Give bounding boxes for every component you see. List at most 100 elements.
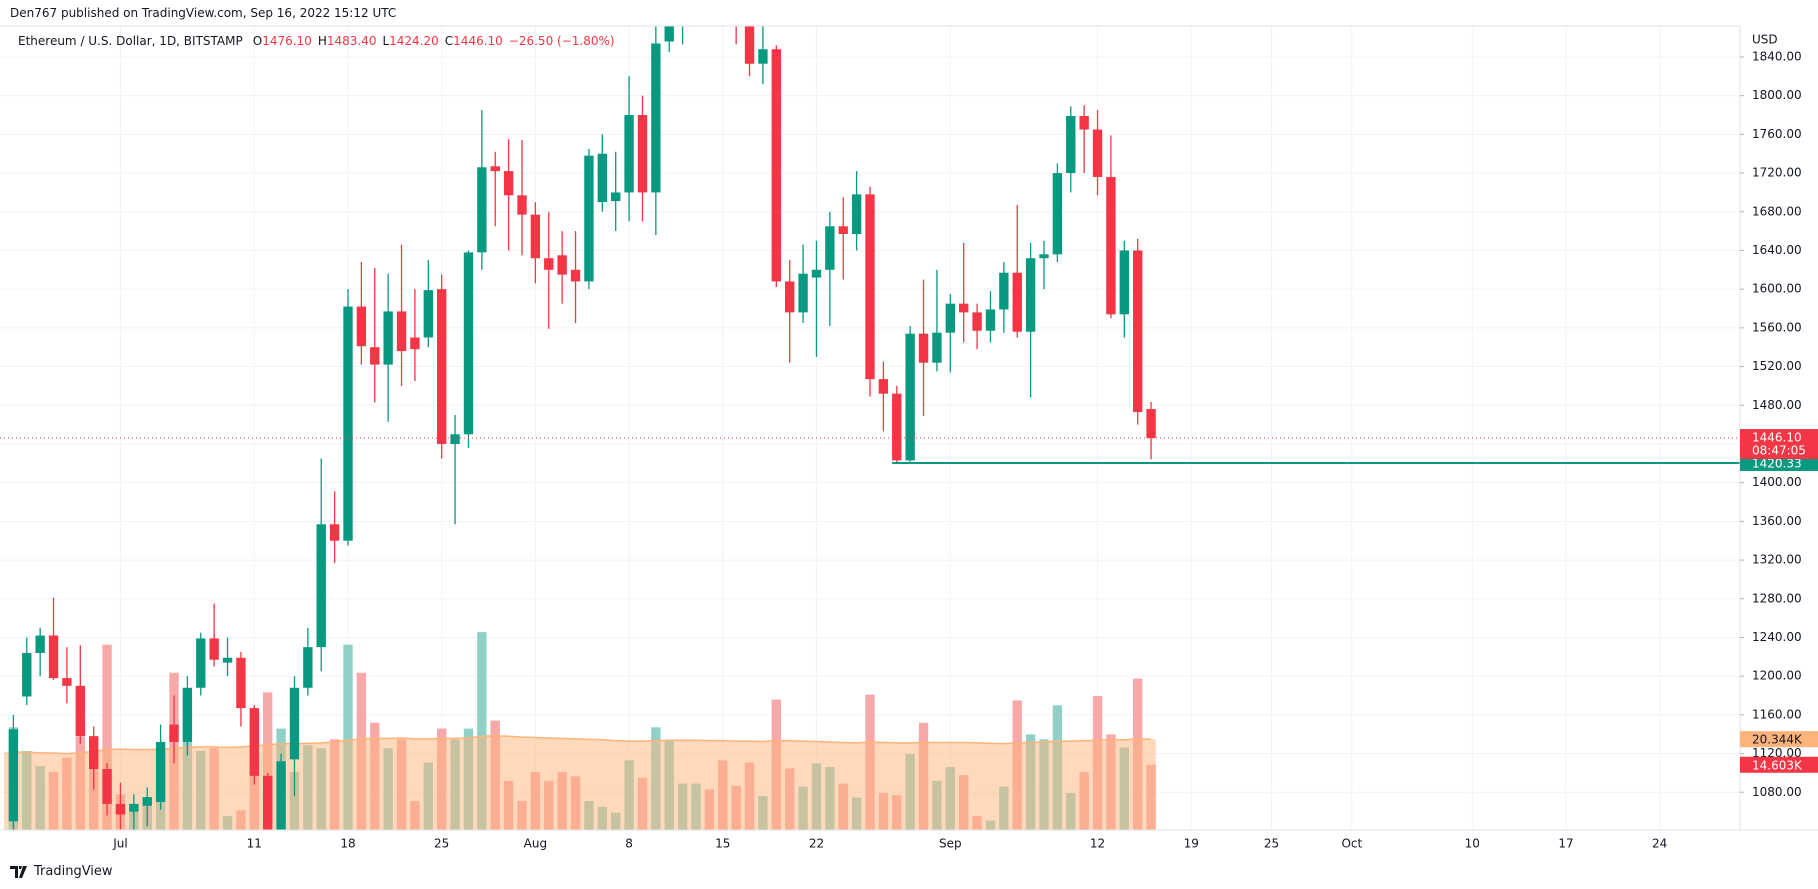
legend-prefix: O [252,34,263,48]
legend-prefix: L [382,34,390,48]
y-tick-label: 1200.00 [1752,669,1802,683]
x-tick-label: 24 [1652,837,1667,851]
y-tick-label: 1360.00 [1752,514,1802,528]
candle-body [637,115,648,193]
x-tick-label: 18 [340,837,355,851]
candle-body [343,306,353,541]
y-tick-label: 1720.00 [1752,166,1802,180]
candle-body [1066,115,1076,174]
y-tick-label: 1600.00 [1752,282,1802,296]
legend-prefix: C [444,34,454,48]
candle-body [1146,409,1156,439]
y-tick-label: 1160.00 [1752,707,1802,721]
candle-body [129,803,139,812]
candle-body [62,678,72,686]
candle-body [370,347,380,365]
y-tick-label: 1680.00 [1752,204,1802,218]
candle-body [289,687,300,760]
x-tick-label: 15 [715,837,730,851]
candle-body [22,652,32,697]
candle-body [316,524,326,648]
candle-body [1039,254,1049,259]
candle-body [1092,129,1103,177]
candle-body [35,635,45,653]
candle-body [155,741,166,802]
candle-body [102,769,112,804]
candle-body [905,333,915,461]
volume-bar [477,632,487,830]
y-tick-label: 1520.00 [1752,359,1802,373]
candle-body [544,258,554,270]
candle-body [584,155,594,282]
y-tick-label: 1240.00 [1752,630,1802,644]
candle-body [356,306,367,347]
candle-body [8,729,19,822]
candle-body [1025,258,1036,332]
candle-body [972,312,982,331]
volume-label: 20.344K [1752,733,1803,747]
candle-body [222,657,233,663]
y-tick-label: 1080.00 [1752,785,1802,799]
candle-body [624,115,634,193]
candle-body [918,333,929,363]
x-tick-label: Oct [1341,837,1362,851]
candle-body [169,724,179,742]
candle-body [851,194,862,235]
x-tick-label: Jul [112,837,127,851]
symbol-title: Ethereum / U.S. Dollar, 1D, BITSTAMP [18,34,243,48]
y-tick-label: 1800.00 [1752,88,1802,102]
candle-body [450,434,460,444]
y-tick-label: 1480.00 [1752,398,1802,412]
x-tick-label: Aug [524,837,547,851]
candle-body [945,303,955,333]
candle-body [570,269,581,282]
volume-label-box [1740,731,1818,748]
candle-body [999,272,1009,310]
x-tick-label: 10 [1465,837,1480,851]
candle-body [115,803,126,815]
y-tick-label: 1640.00 [1752,243,1802,257]
legend-change: −26.50 (−1.80%) [508,34,615,48]
candle-body [276,761,286,830]
candle-body [490,166,500,172]
candle-body [89,736,99,770]
x-tick-label: 11 [247,837,262,851]
price-countdown: 08:47:05 [1752,444,1806,458]
candle-body [196,638,206,688]
candle-body [503,171,514,196]
y-tick-label: 1560.00 [1752,320,1802,334]
y-tick-label: 1840.00 [1752,49,1802,63]
footer[interactable]: TradingView [10,864,113,879]
volume-ma-area [4,735,1156,830]
candle-body [303,647,313,688]
candle-body [1052,173,1063,255]
volume-ma-line [13,735,1152,755]
candle-body [932,332,942,363]
y-tick-label: 1760.00 [1752,127,1802,141]
price-label: 1446.10 [1752,431,1802,445]
x-tick-label: 19 [1184,837,1199,851]
candle-body [771,49,781,282]
candle-body [383,311,393,365]
candle-body [530,214,541,259]
candle-body [463,252,474,435]
candle-body [651,43,661,193]
candle-body [825,226,835,270]
candle-body [892,393,902,461]
price-label-box [1740,429,1818,460]
candle-body [811,269,822,278]
x-tick-label: 22 [809,837,824,851]
candle-body [236,657,246,709]
candle-body [209,638,219,660]
brand-logo [10,865,27,878]
legend-value: 1446.10 [453,34,503,48]
candle-body [182,687,193,742]
brand-name: TradingView [34,864,113,879]
y-tick-label: 1320.00 [1752,553,1802,567]
candle-body [477,167,487,253]
candle-body [142,797,152,806]
candle-body [664,26,674,42]
candle-body [1012,272,1022,332]
